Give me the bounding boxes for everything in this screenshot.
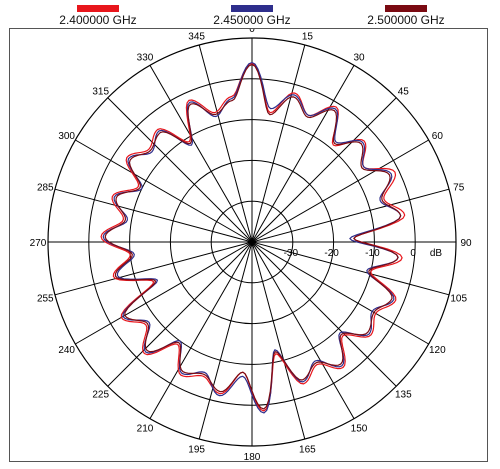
angle-grid-line <box>251 97 397 243</box>
legend-label-2500: 2.500000 GHz <box>367 13 445 27</box>
angle-tick-label: 240 <box>58 345 75 356</box>
angle-tick-label: 270 <box>30 238 47 249</box>
angle-grid-line <box>75 139 253 243</box>
angle-grid-line <box>251 241 450 296</box>
angle-tick-label: 225 <box>92 389 109 400</box>
angle-tick-label: 90 <box>460 238 472 249</box>
angle-tick-label: 75 <box>453 183 465 194</box>
angle-tick-label: 150 <box>351 423 368 434</box>
angle-grid-line <box>54 241 253 296</box>
angle-tick-label: 15 <box>302 31 314 42</box>
angle-grid-line <box>251 139 429 243</box>
legend-label-2400: 2.400000 GHz <box>59 13 137 27</box>
angle-tick-label: 285 <box>37 183 54 194</box>
angle-grid-line <box>198 44 253 243</box>
angle-grid-line <box>251 65 355 243</box>
angle-tick-label: 210 <box>137 423 154 434</box>
angle-grid-line <box>251 241 397 387</box>
chart-legend: 2.400000 GHz 2.450000 GHz 2.500000 GHz <box>0 0 500 27</box>
angle-grid-line <box>54 188 253 243</box>
angle-grid-line <box>251 241 306 440</box>
angle-tick-label: 180 <box>244 452 261 461</box>
legend-item-2400: 2.400000 GHz <box>28 2 168 27</box>
radial-tick-label: 0 <box>410 248 416 259</box>
angle-grid-line <box>149 65 253 243</box>
radial-tick-label: -10 <box>365 248 380 259</box>
angle-grid-line <box>251 188 450 243</box>
angle-tick-label: 300 <box>58 131 75 142</box>
radial-tick-label: -20 <box>324 248 339 259</box>
angle-tick-label: 135 <box>395 389 412 400</box>
angle-tick-label: 30 <box>353 53 365 64</box>
angle-tick-label: 255 <box>37 293 54 304</box>
angle-grid-line <box>107 97 253 243</box>
radial-axis-unit-label: dB <box>430 248 443 259</box>
legend-swatch-2400 <box>77 5 119 12</box>
angle-grid-line <box>251 241 429 345</box>
radial-tick-label: -30 <box>284 248 299 259</box>
angle-tick-label: 105 <box>450 293 467 304</box>
angle-tick-label: 120 <box>429 345 446 356</box>
series-line-3 <box>104 63 402 410</box>
angle-grid-line <box>75 241 253 345</box>
legend-item-2500: 2.500000 GHz <box>336 2 476 27</box>
angle-tick-label: 0 <box>249 29 255 35</box>
polar-chart: 0 15 30 45 60 75 90 105 120 135 150 165 180 195 210 225… <box>30 29 472 461</box>
angle-tick-label: 345 <box>188 31 205 42</box>
angle-grid-line <box>198 241 253 440</box>
angle-tick-label: 195 <box>188 445 205 456</box>
plot-frame: 0 15 30 45 60 75 90 105 120 135 150 165 180 195 210 225… <box>9 28 488 462</box>
angle-tick-label: 60 <box>432 131 444 142</box>
angle-tick-label: 330 <box>137 53 154 64</box>
legend-label-2450: 2.450000 GHz <box>213 13 291 27</box>
legend-swatch-2450 <box>231 5 273 12</box>
angle-tick-label: 165 <box>299 445 316 456</box>
angle-tick-label: 45 <box>398 87 410 98</box>
angle-tick-label: 315 <box>92 87 109 98</box>
angle-grid-line <box>251 44 306 243</box>
angle-grid-line <box>251 241 355 419</box>
angle-grid-line <box>149 241 253 419</box>
legend-swatch-2500 <box>385 5 427 12</box>
legend-item-2450: 2.450000 GHz <box>182 2 322 27</box>
angle-grid-line <box>107 241 253 387</box>
